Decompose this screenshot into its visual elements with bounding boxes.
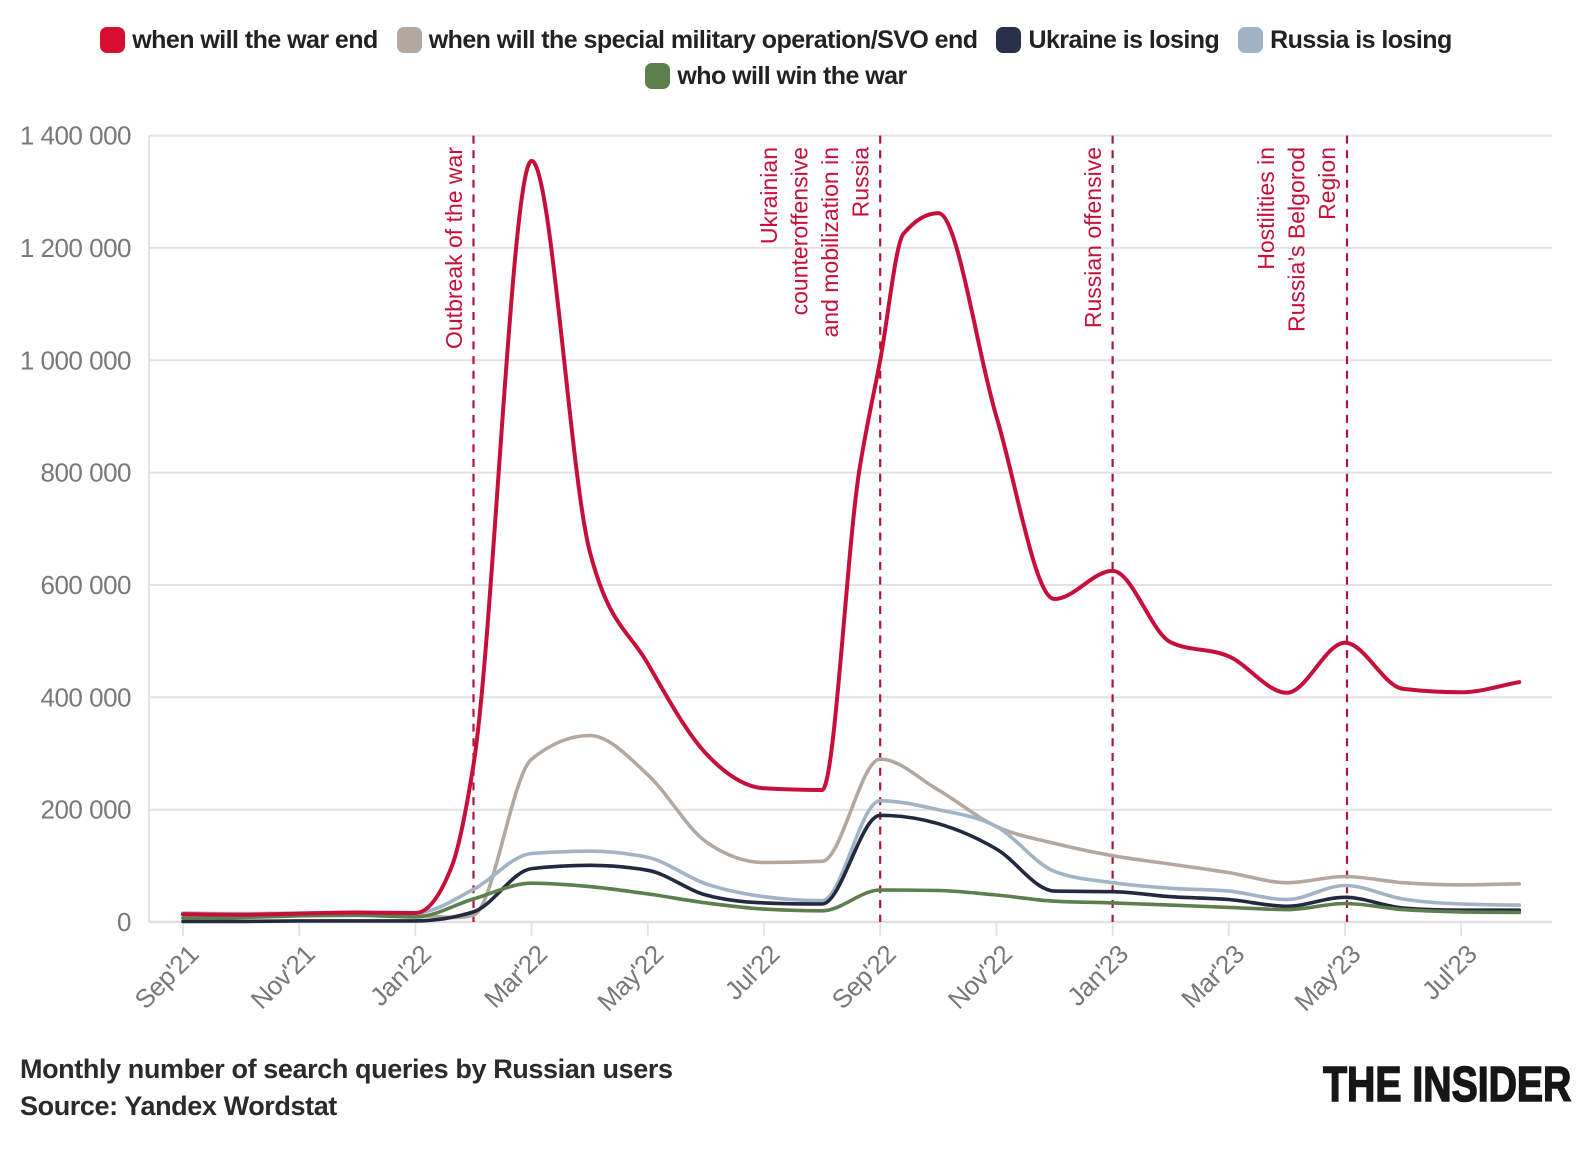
svg-text:400 000: 400 000 bbox=[41, 682, 132, 712]
svg-text:Nov'21: Nov'21 bbox=[245, 939, 321, 1015]
svg-text:Mar'22: Mar'22 bbox=[478, 939, 553, 1014]
svg-text:Ukrainian: Ukrainian bbox=[756, 147, 782, 244]
svg-text:Hostilities in: Hostilities in bbox=[1253, 147, 1279, 270]
svg-text:Russian offensive: Russian offensive bbox=[1080, 147, 1106, 328]
svg-text:Jul'23: Jul'23 bbox=[1416, 939, 1483, 1006]
svg-text:1 000 000: 1 000 000 bbox=[20, 345, 131, 375]
svg-text:Jan'22: Jan'22 bbox=[364, 939, 437, 1012]
svg-text:1 200 000: 1 200 000 bbox=[20, 233, 131, 263]
svg-text:counteroffensive: counteroffensive bbox=[787, 147, 813, 315]
svg-text:Mar'23: Mar'23 bbox=[1175, 939, 1250, 1014]
svg-text:Sep'21: Sep'21 bbox=[128, 939, 204, 1015]
svg-text:1 400 000: 1 400 000 bbox=[20, 121, 131, 151]
svg-text:Sep'22: Sep'22 bbox=[826, 939, 902, 1015]
svg-text:800 000: 800 000 bbox=[41, 458, 132, 488]
svg-text:Russia’s Belgorod: Russia’s Belgorod bbox=[1284, 147, 1310, 332]
svg-text:Region: Region bbox=[1314, 147, 1340, 220]
svg-text:600 000: 600 000 bbox=[41, 570, 132, 600]
svg-text:Jul'22: Jul'22 bbox=[719, 939, 786, 1006]
svg-text:May'22: May'22 bbox=[591, 939, 669, 1017]
svg-text:May'23: May'23 bbox=[1288, 939, 1366, 1017]
svg-text:0: 0 bbox=[117, 907, 131, 937]
svg-text:Outbreak of the war: Outbreak of the war bbox=[441, 147, 467, 349]
svg-text:Russia: Russia bbox=[848, 147, 874, 218]
svg-text:200 000: 200 000 bbox=[41, 795, 132, 825]
svg-text:and mobilization in: and mobilization in bbox=[817, 147, 843, 338]
svg-text:Jan'23: Jan'23 bbox=[1061, 939, 1134, 1012]
svg-text:Nov'22: Nov'22 bbox=[942, 939, 1018, 1015]
